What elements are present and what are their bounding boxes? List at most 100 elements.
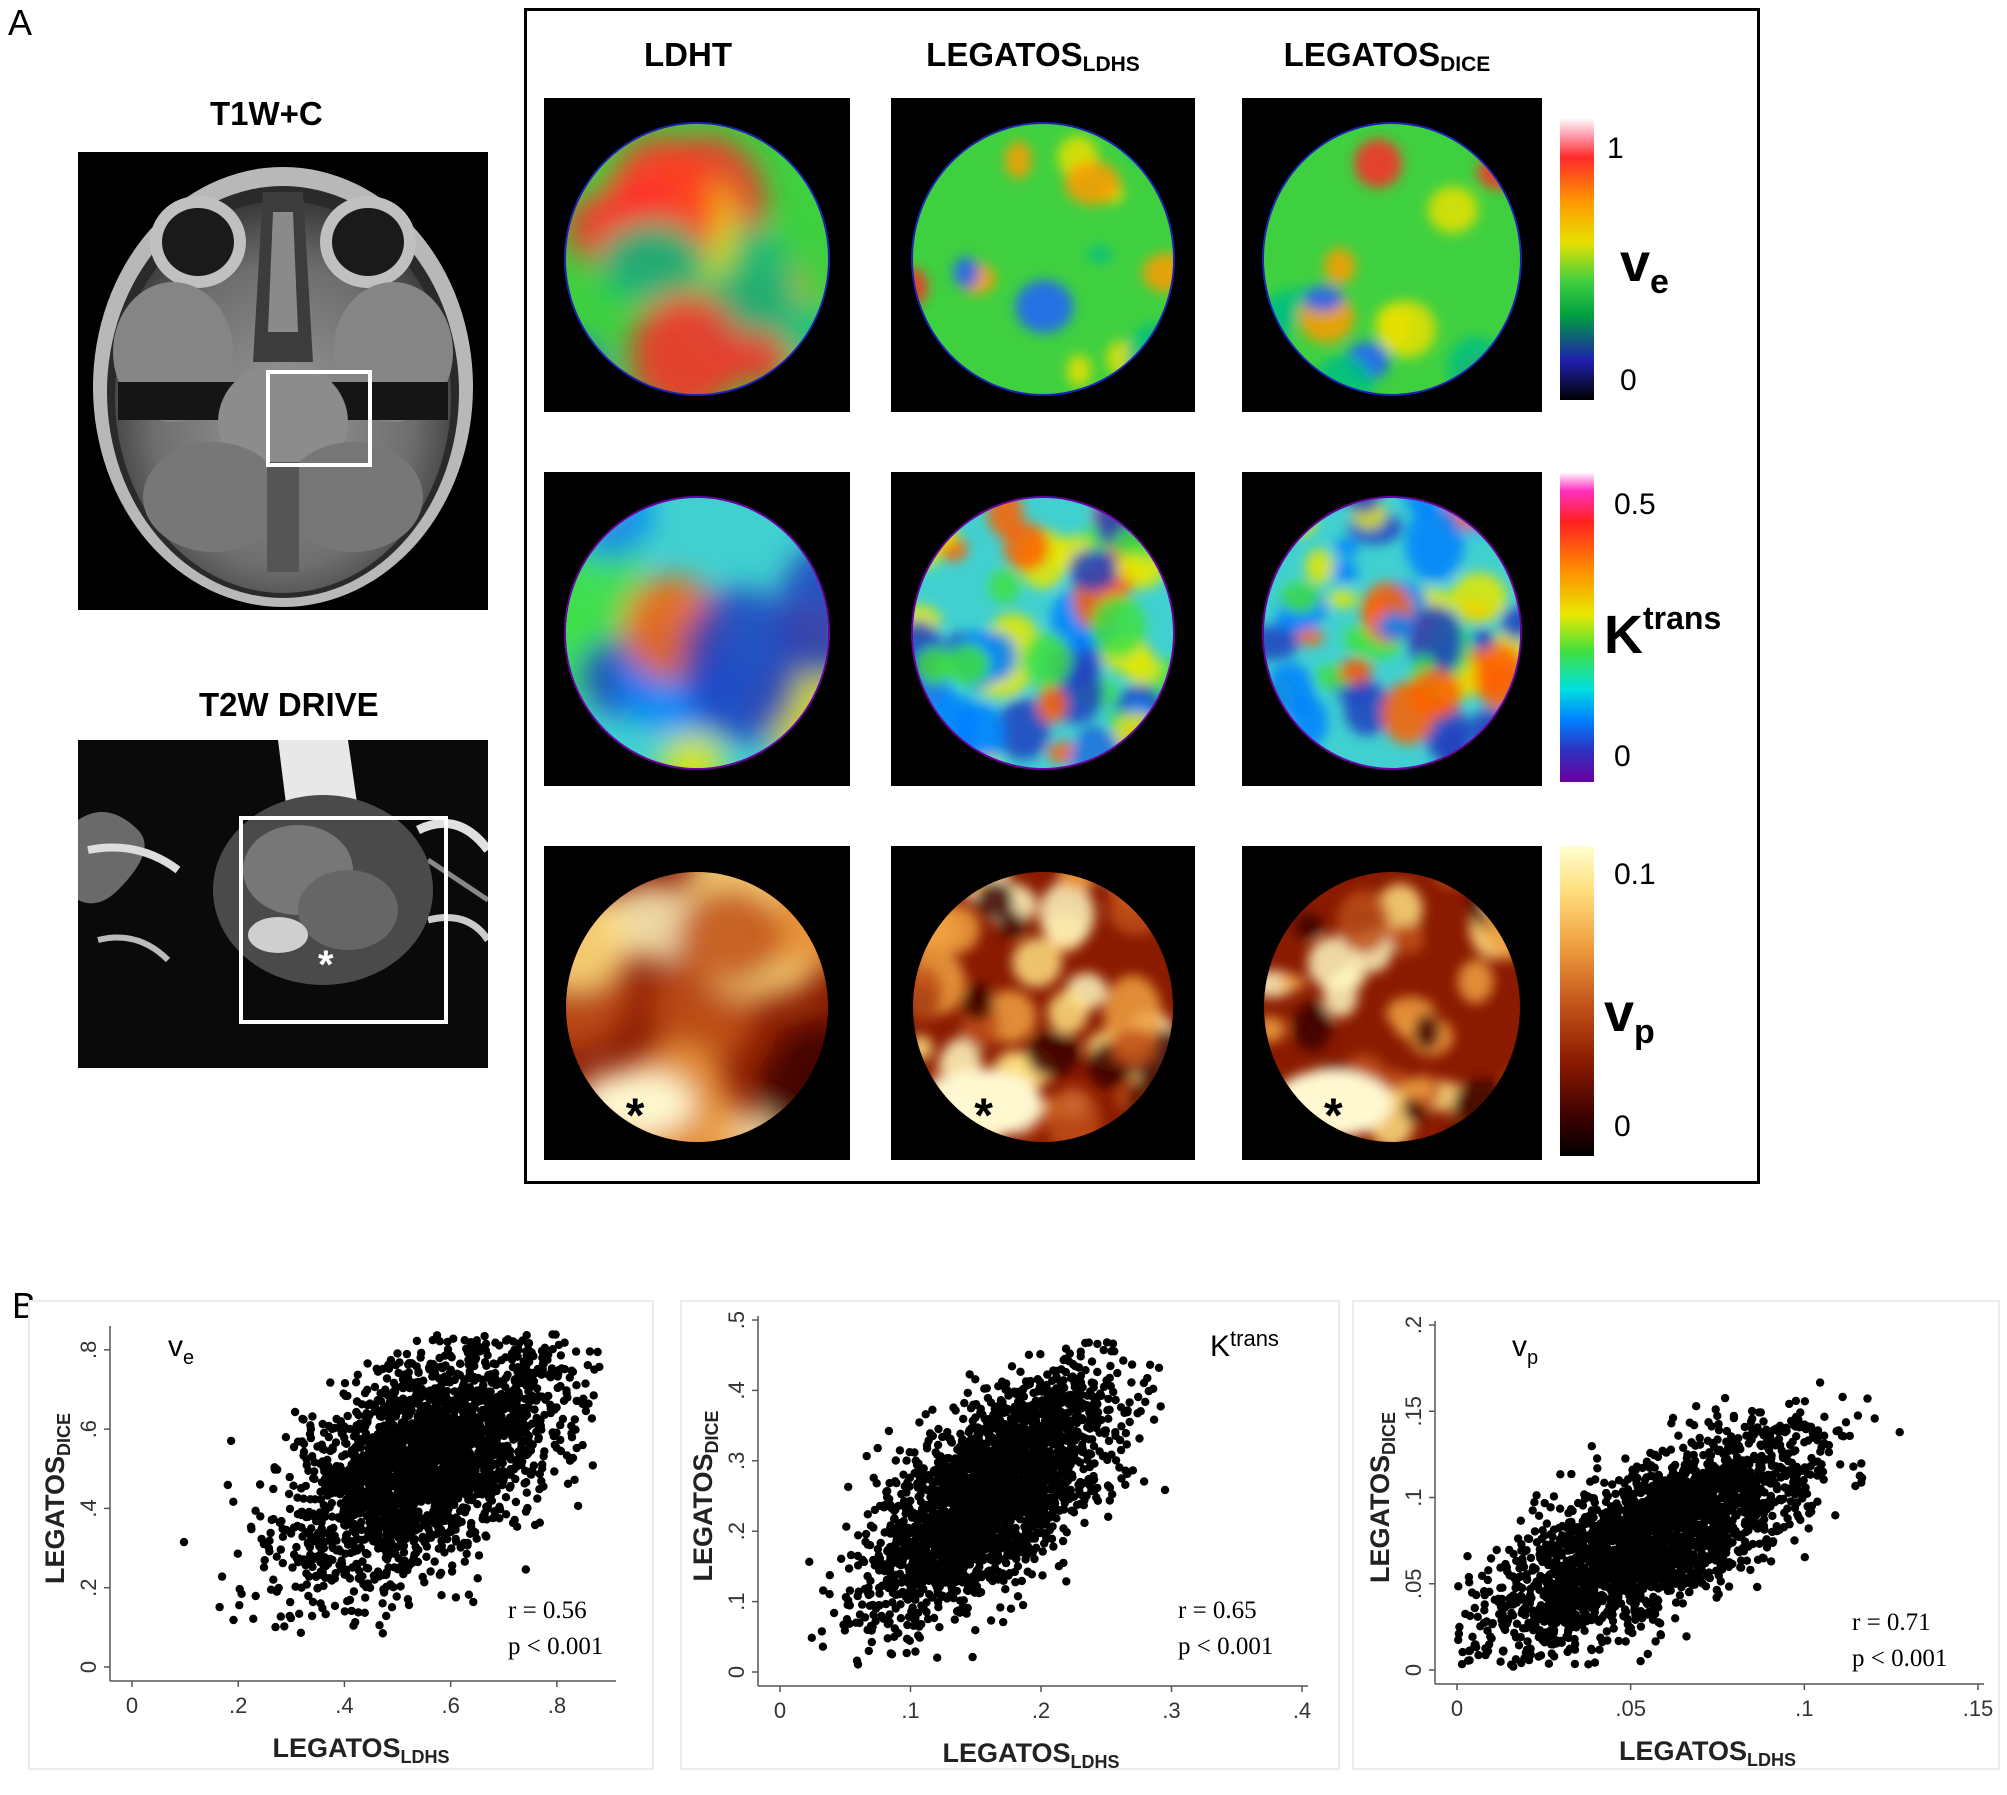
scatter-point: [463, 1541, 472, 1550]
scatter-point: [325, 1503, 334, 1512]
scatter-point: [307, 1611, 317, 1621]
scatter-point: [363, 1579, 372, 1588]
scatter-point: [332, 1476, 341, 1485]
scatter-point: [1076, 1352, 1085, 1361]
scatter-point: [923, 1486, 932, 1495]
scatter-point: [321, 1610, 330, 1619]
scatter-point: [290, 1407, 300, 1417]
scatter-point: [1139, 1477, 1149, 1486]
scatter-point: [413, 1478, 423, 1487]
scatter-point: [296, 1628, 306, 1637]
column-title-legatos-ldhs: LEGATOSLDHS: [926, 36, 1140, 76]
scatter-point: [1078, 1440, 1087, 1449]
scatter-point: [394, 1521, 403, 1531]
scatter-point: [389, 1387, 398, 1397]
scatter-point: [346, 1511, 355, 1521]
scatter-point: [417, 1423, 426, 1432]
scatter-point: [516, 1370, 525, 1379]
scatter-point: [473, 1419, 482, 1428]
scatter-point: [428, 1336, 437, 1345]
scatter-point: [311, 1552, 320, 1562]
scatter-point: [458, 1425, 468, 1434]
scatter-point: [396, 1536, 405, 1545]
scatter-point: [381, 1570, 391, 1580]
parametric-maps-box: [524, 8, 1760, 1184]
scatter-point: [986, 1398, 996, 1407]
scatter-point: [418, 1572, 427, 1582]
scatter-point: [918, 1572, 927, 1581]
scatter-point: [544, 1370, 553, 1380]
scatter-point: [556, 1381, 565, 1391]
scatter-point: [925, 1429, 935, 1438]
scatter-point: [1042, 1531, 1051, 1540]
scatter-point: [414, 1455, 423, 1464]
scatter-point: [570, 1415, 579, 1424]
scatter-point: [355, 1575, 364, 1584]
ktrans-map-legatos-dice: [1242, 472, 1542, 786]
scatter-point: [421, 1477, 430, 1486]
scatter-point: [372, 1529, 381, 1539]
scatter-point: [412, 1336, 422, 1346]
scatter-point: [376, 1389, 385, 1398]
scatter-point: [440, 1351, 450, 1360]
scatter-point: [978, 1462, 988, 1472]
ktrans-colorbar: [1560, 472, 1594, 782]
scatter-point: [494, 1431, 503, 1441]
scatter-point: [1058, 1536, 1068, 1546]
scatter-point: [378, 1629, 387, 1638]
scatter-point: [340, 1433, 349, 1442]
scatter-point: [1052, 1366, 1061, 1376]
scatter-point: [563, 1479, 573, 1488]
scatter-point: [962, 1538, 971, 1547]
scatter-point: [340, 1379, 350, 1388]
scatter-point: [469, 1412, 479, 1421]
scatter-point: [422, 1552, 431, 1561]
scatter-point: [267, 1515, 276, 1525]
scatter-point: [384, 1527, 393, 1536]
panel-a-label: A: [8, 2, 33, 43]
scatter-point: [305, 1543, 315, 1552]
scatter-point: [588, 1461, 597, 1470]
column-title-ldht: LDHT: [644, 36, 732, 73]
scatter-point: [360, 1535, 369, 1544]
scatter-point: [347, 1606, 356, 1616]
scatter-point: [807, 1633, 816, 1642]
t1w-mri-image: [78, 152, 488, 610]
scatter-point: [375, 1439, 385, 1448]
scatter-point: [537, 1346, 547, 1355]
scatter-point: [1066, 1417, 1075, 1426]
scatter-point: [1082, 1491, 1091, 1500]
scatter-point: [903, 1620, 912, 1630]
scatter-point: [1083, 1391, 1092, 1400]
ktrans-map-ldht: [544, 472, 850, 786]
scatter-point: [319, 1562, 329, 1571]
scatter-point: [526, 1439, 535, 1448]
scatter-point: [376, 1479, 385, 1489]
scatter-point: [265, 1536, 274, 1545]
scatter-point: [459, 1481, 468, 1490]
scatter-point: [928, 1405, 937, 1414]
vp-map-asterisk: *: [626, 1089, 645, 1142]
scatter-point: [453, 1392, 463, 1402]
scatter-point: [429, 1458, 438, 1468]
scatter-point: [535, 1469, 544, 1479]
scatter-point: [401, 1401, 411, 1410]
scatter-point: [328, 1445, 337, 1454]
scatter-point: [1104, 1436, 1114, 1446]
scatter-point: [522, 1478, 531, 1487]
scatter-point: [447, 1449, 456, 1459]
scatter-point: [426, 1533, 436, 1542]
scatter-point: [459, 1461, 468, 1471]
scatter-point: [884, 1619, 893, 1628]
scatter-point: [567, 1421, 576, 1431]
scatter-point: [869, 1610, 878, 1619]
scatter-point: [1046, 1460, 1056, 1470]
scatter-point: [414, 1396, 423, 1406]
scatter-point: [514, 1407, 523, 1416]
scatter-point: [453, 1519, 463, 1528]
scatter-point: [355, 1524, 365, 1533]
scatter-point: [818, 1642, 828, 1651]
scatter-point: [456, 1543, 465, 1552]
scatter-point: [464, 1590, 474, 1599]
scatter-point: [487, 1489, 497, 1498]
